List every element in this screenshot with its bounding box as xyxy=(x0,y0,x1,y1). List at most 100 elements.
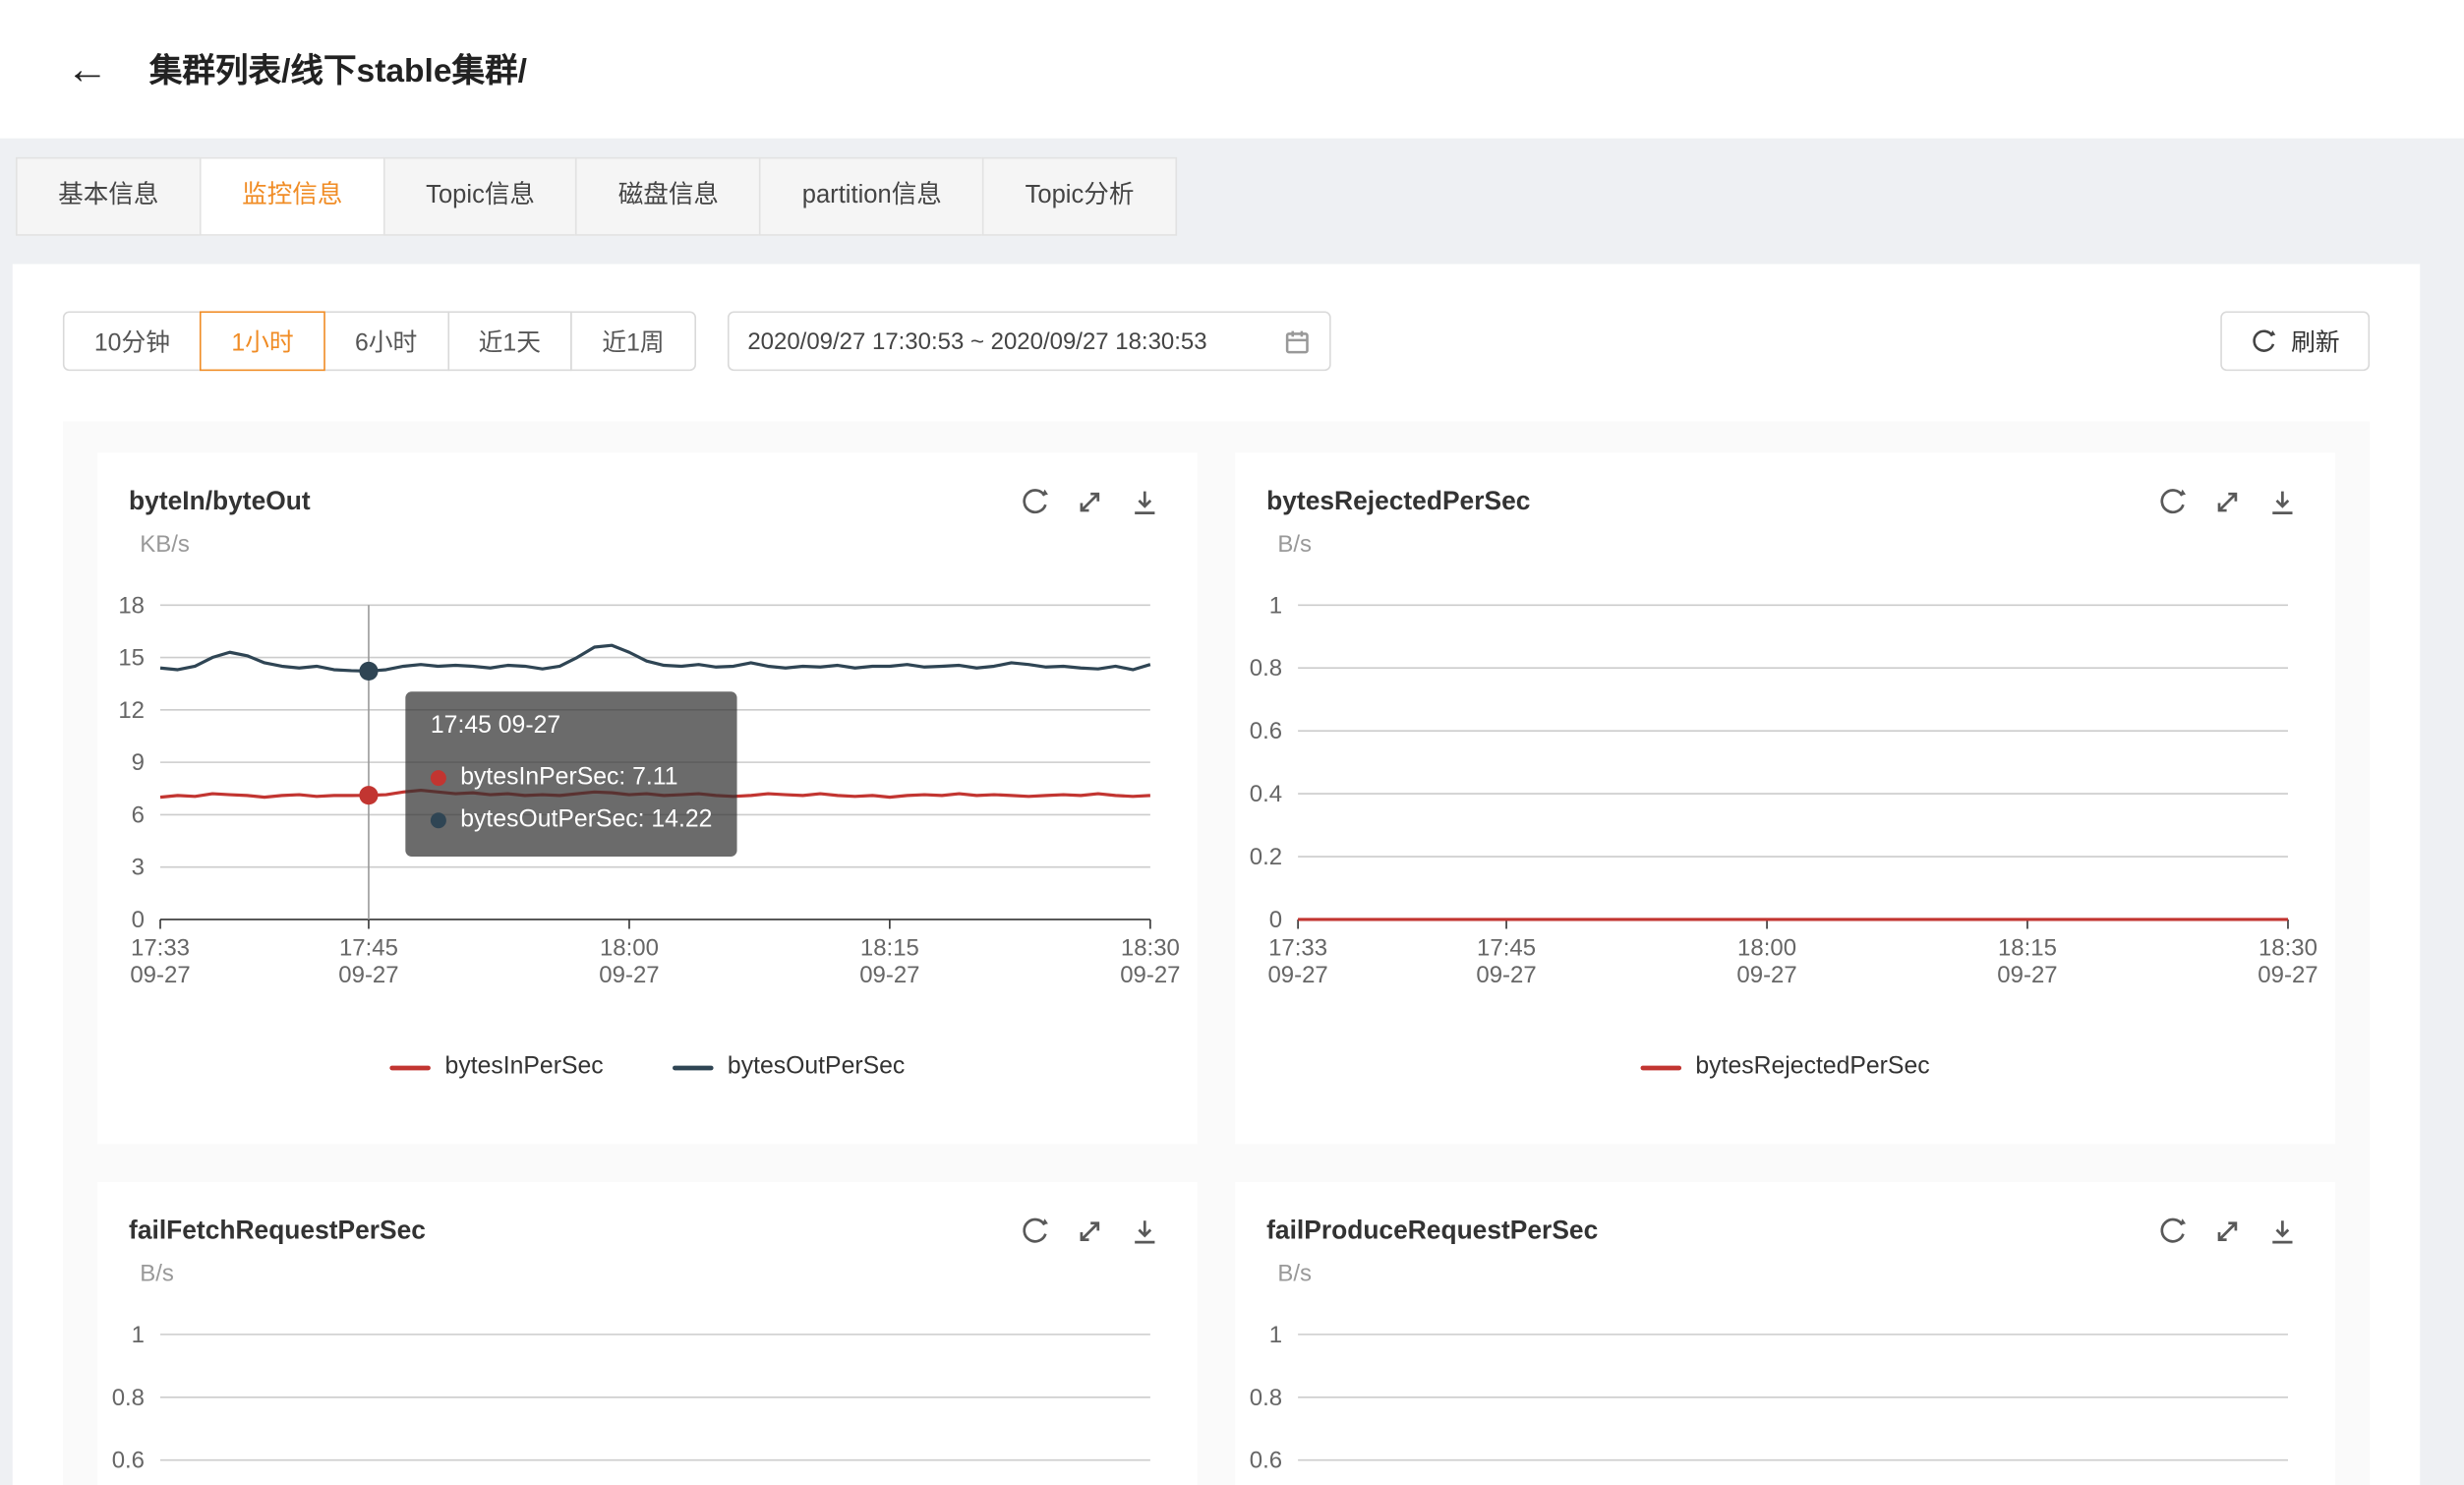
svg-text:0: 0 xyxy=(132,907,145,933)
chart-refresh-icon[interactable] xyxy=(1020,487,1049,516)
chart-fullscreen-icon[interactable] xyxy=(1075,487,1104,516)
range-1day-button[interactable]: 近1天 xyxy=(446,311,572,372)
line-chart[interactable]: 00.20.40.60.8117:3309-2717:4509-2718:000… xyxy=(1235,1292,2335,1485)
tooltip-row: bytesOutPerSec: 14.22 xyxy=(430,799,712,841)
svg-text:0.6: 0.6 xyxy=(1250,718,1282,744)
tab-disk-info[interactable]: 磁盘信息 xyxy=(575,156,762,236)
tab-partition-info[interactable]: partition信息 xyxy=(759,156,985,236)
legend-label: bytesRejectedPerSec xyxy=(1695,1052,1930,1080)
tab-monitor-info[interactable]: 监控信息 xyxy=(199,156,385,236)
range-1week-button[interactable]: 近1周 xyxy=(570,311,696,372)
svg-text:0.4: 0.4 xyxy=(1250,781,1282,807)
refresh-label: 刷新 xyxy=(2291,329,2340,357)
chart-card-fail-produce: failProduceRequestPerSec B/s 00.20.40.60… xyxy=(1235,1181,2335,1485)
chart-fullscreen-icon[interactable] xyxy=(2212,1217,2242,1246)
svg-text:09-27: 09-27 xyxy=(1476,962,1536,987)
chart-refresh-icon[interactable] xyxy=(1020,1217,1049,1246)
svg-text:0.8: 0.8 xyxy=(1250,655,1282,682)
svg-text:09-27: 09-27 xyxy=(1120,962,1180,987)
svg-text:0.8: 0.8 xyxy=(112,1385,145,1411)
date-range-value: 2020/09/27 17:30:53 ~ 2020/09/27 18:30:5… xyxy=(747,327,1207,355)
chart-legend: bytesRejectedPerSec xyxy=(1235,1053,2335,1082)
time-range-group: 10分钟 1小时 6小时 近1天 近1周 xyxy=(62,311,696,372)
chart-card-bytein-byteout: byteIn/byteOut KB/s 0 3 6 9 12 15 18 17:33 09-27… xyxy=(97,452,1198,1145)
range-6hour-button[interactable]: 6小时 xyxy=(323,311,449,372)
chart-download-icon[interactable] xyxy=(2267,487,2297,516)
svg-text:09-27: 09-27 xyxy=(859,962,919,987)
legend-label: bytesInPerSec xyxy=(444,1052,604,1080)
calendar-icon xyxy=(1285,329,1309,353)
y-axis-unit: KB/s xyxy=(140,531,190,559)
date-range-picker[interactable]: 2020/09/27 17:30:53 ~ 2020/09/27 18:30:5… xyxy=(727,311,1331,372)
chart-refresh-icon[interactable] xyxy=(2157,487,2187,516)
series-dot-icon xyxy=(430,811,446,828)
svg-text:17:33: 17:33 xyxy=(131,935,190,962)
svg-text:09-27: 09-27 xyxy=(1267,962,1327,987)
svg-text:18:00: 18:00 xyxy=(600,935,659,962)
svg-text:09-27: 09-27 xyxy=(599,962,659,987)
chart-card-fail-fetch: failFetchRequestPerSec B/s 00.20.40.60.8… xyxy=(97,1181,1198,1485)
svg-text:18:30: 18:30 xyxy=(2259,935,2317,962)
svg-text:3: 3 xyxy=(132,855,145,881)
svg-text:1: 1 xyxy=(132,1322,145,1348)
range-10min-button[interactable]: 10分钟 xyxy=(62,311,202,372)
main-content: 10分钟 1小时 6小时 近1天 近1周 2020/09/27 17:30:53… xyxy=(12,264,2421,1485)
legend-dash-icon xyxy=(672,1064,714,1070)
chart-fullscreen-icon[interactable] xyxy=(2212,487,2242,516)
line-chart[interactable]: 00.20.40.60.8117:3309-2717:4509-2718:000… xyxy=(97,1292,1198,1485)
chart-download-icon[interactable] xyxy=(1130,1217,1159,1246)
chart-title: failProduceRequestPerSec xyxy=(1266,1217,1599,1245)
refresh-button[interactable]: 刷新 xyxy=(2220,311,2371,372)
tab-bar: 基本信息 监控信息 Topic信息 磁盘信息 partition信息 Topic… xyxy=(15,156,1177,236)
y-axis-unit: B/s xyxy=(140,1260,174,1287)
svg-text:1: 1 xyxy=(1269,1322,1282,1348)
svg-text:09-27: 09-27 xyxy=(2258,962,2317,987)
svg-text:0: 0 xyxy=(1269,907,1282,933)
svg-text:09-27: 09-27 xyxy=(1736,962,1796,987)
tab-topic-info[interactable]: Topic信息 xyxy=(383,156,578,236)
breadcrumb: 集群列表/线下stable集群/ xyxy=(148,53,527,90)
tab-basic-info[interactable]: 基本信息 xyxy=(15,156,202,236)
svg-text:6: 6 xyxy=(132,802,145,828)
chart-fullscreen-icon[interactable] xyxy=(1075,1217,1104,1246)
y-axis-unit: B/s xyxy=(1277,531,1312,559)
range-1hour-button[interactable]: 1小时 xyxy=(200,311,325,372)
back-arrow-icon[interactable]: ← xyxy=(66,44,109,92)
legend-item[interactable]: bytesInPerSec xyxy=(389,1052,604,1082)
chart-header: failFetchRequestPerSec xyxy=(129,1217,1159,1246)
charts-panel: byteIn/byteOut KB/s 0 3 6 9 12 15 18 17:33 09-27… xyxy=(62,421,2371,1485)
svg-text:09-27: 09-27 xyxy=(338,962,398,987)
svg-text:15: 15 xyxy=(118,645,145,672)
chart-title: bytesRejectedPerSec xyxy=(1266,487,1531,516)
svg-text:18: 18 xyxy=(118,592,145,619)
legend-dash-icon xyxy=(389,1064,432,1070)
chart-refresh-icon[interactable] xyxy=(2157,1217,2187,1246)
toolbar: 10分钟 1小时 6小时 近1天 近1周 2020/09/27 17:30:53… xyxy=(62,311,2371,372)
svg-text:0.2: 0.2 xyxy=(1250,844,1282,870)
svg-text:09-27: 09-27 xyxy=(130,962,190,987)
svg-text:0.8: 0.8 xyxy=(1250,1385,1282,1411)
legend-item[interactable]: bytesRejectedPerSec xyxy=(1640,1052,1930,1082)
svg-text:18:15: 18:15 xyxy=(860,935,919,962)
chart-card-bytes-rejected: bytesRejectedPerSec B/s 0 0.2 0.4 0.6 0.8 1 17… xyxy=(1235,452,2335,1145)
tab-topic-analysis[interactable]: Topic分析 xyxy=(982,156,1177,236)
svg-text:12: 12 xyxy=(118,697,145,724)
chart-title: failFetchRequestPerSec xyxy=(129,1217,426,1245)
svg-text:0.6: 0.6 xyxy=(112,1448,145,1474)
chart-download-icon[interactable] xyxy=(2267,1217,2297,1246)
chart-header: bytesRejectedPerSec xyxy=(1266,487,2297,516)
legend-item[interactable]: bytesOutPerSec xyxy=(672,1053,905,1082)
y-axis-unit: B/s xyxy=(1277,1260,1312,1287)
svg-text:18:30: 18:30 xyxy=(1121,935,1180,962)
line-chart[interactable]: 00.20.40.60.8117:3309-2717:4509-2718:000… xyxy=(1235,563,2335,987)
chart-header: byteIn/byteOut xyxy=(129,487,1159,516)
chart-legend: bytesInPerSec bytesOutPerSec xyxy=(97,1053,1198,1082)
chart-download-icon[interactable] xyxy=(1130,487,1159,516)
tooltip-row: bytesInPerSec: 7.11 xyxy=(430,756,713,799)
svg-text:1: 1 xyxy=(1269,592,1282,619)
page-header: ← 集群列表/线下stable集群/ xyxy=(0,0,2464,139)
svg-text:18:00: 18:00 xyxy=(1737,935,1796,962)
svg-text:17:45: 17:45 xyxy=(339,935,398,962)
chart-header: failProduceRequestPerSec xyxy=(1266,1217,2297,1246)
tooltip-title: 17:45 09-27 xyxy=(430,711,561,740)
